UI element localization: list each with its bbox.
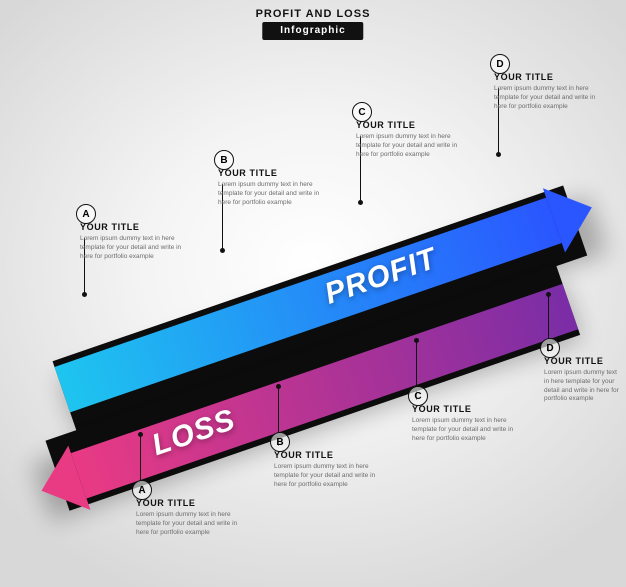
infographic-stage: PROFIT AND LOSS Infographic PROFIT LOSS … (0, 0, 626, 587)
callout-body: Lorem ipsum dummy text in here template … (356, 133, 468, 159)
callout-title: YOUR TITLE (544, 356, 622, 366)
callout-body: Lorem ipsum dummy text in here template … (218, 181, 330, 207)
callout-body: Lorem ipsum dummy text in here template … (544, 369, 622, 404)
callout-title: YOUR TITLE (80, 222, 192, 232)
callout-bottom-a: A YOUR TITLE Lorem ipsum dummy text in h… (136, 498, 248, 537)
callout-title: YOUR TITLE (218, 168, 330, 178)
callout-letter-badge: C (352, 102, 372, 122)
callout-top-d: D YOUR TITLE Lorem ipsum dummy text in h… (494, 72, 606, 111)
callout-body: Lorem ipsum dummy text in here template … (412, 417, 524, 443)
header-title: PROFIT AND LOSS (256, 8, 371, 20)
callout-title: YOUR TITLE (274, 450, 386, 460)
callout-bottom-d: D YOUR TITLE Lorem ipsum dummy text in h… (544, 356, 622, 404)
callout-letter-badge: A (76, 204, 96, 224)
callout-top-b: B YOUR TITLE Lorem ipsum dummy text in h… (218, 168, 330, 207)
callout-bottom-b: B YOUR TITLE Lorem ipsum dummy text in h… (274, 450, 386, 489)
callout-body: Lorem ipsum dummy text in here template … (80, 235, 192, 261)
callout-title: YOUR TITLE (136, 498, 248, 508)
callout-letter-badge: B (214, 150, 234, 170)
callout-title: YOUR TITLE (356, 120, 468, 130)
callout-title: YOUR TITLE (494, 72, 606, 82)
callout-letter-badge: B (270, 432, 290, 452)
callout-body: Lorem ipsum dummy text in here template … (136, 511, 248, 537)
callout-letter-badge: D (540, 338, 560, 358)
callout-top-c: C YOUR TITLE Lorem ipsum dummy text in h… (356, 120, 468, 159)
callout-letter-badge: C (408, 386, 428, 406)
header-subtitle-badge: Infographic (262, 22, 363, 40)
callout-letter-badge: D (490, 54, 510, 74)
callout-title: YOUR TITLE (412, 404, 524, 414)
callout-top-a: A YOUR TITLE Lorem ipsum dummy text in h… (80, 222, 192, 261)
callout-body: Lorem ipsum dummy text in here template … (274, 463, 386, 489)
callout-bottom-c: C YOUR TITLE Lorem ipsum dummy text in h… (412, 404, 524, 443)
callout-letter-badge: A (132, 480, 152, 500)
callout-body: Lorem ipsum dummy text in here template … (494, 85, 606, 111)
